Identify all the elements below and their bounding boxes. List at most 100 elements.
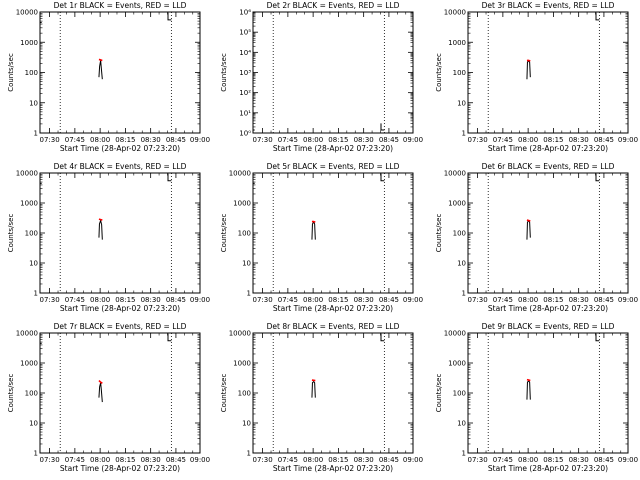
x-tick-label: 09:00 <box>403 296 423 304</box>
y-tick-label: 100 <box>453 230 466 238</box>
y-axis-label: Counts/sec <box>220 53 228 92</box>
chart-title: Det 1r BLACK = Events, RED = LLD <box>54 1 187 10</box>
x-tick-label: 07:30 <box>253 456 273 464</box>
chart-title: Det 3r BLACK = Events, RED = LLD <box>482 1 615 10</box>
y-tick-label: 100 <box>25 390 38 398</box>
y-tick-label: 1000 <box>448 360 466 368</box>
series-lld-burst <box>526 59 531 62</box>
y-tick-label: 1 <box>462 130 466 138</box>
series-events-start-segment <box>39 14 42 23</box>
series-events-burst <box>526 60 531 80</box>
series-events-start-segment <box>39 175 42 184</box>
series-lld-burst <box>526 219 531 222</box>
x-tick-label: 08:45 <box>379 296 399 304</box>
chart-title: Det 9r BLACK = Events, RED = LLD <box>482 322 615 331</box>
chart-title: Det 2r BLACK = Events, RED = LLD <box>267 1 400 10</box>
y-tick-label: 1 <box>34 130 38 138</box>
plot-frame <box>467 11 629 134</box>
y-axis-label: Counts/sec <box>435 214 443 253</box>
y-tick-label: 10³ <box>239 69 251 77</box>
x-tick-label: 07:30 <box>468 296 488 304</box>
y-tick-label: 1000 <box>20 39 38 47</box>
y-tick-label: 10 <box>29 420 38 428</box>
x-tick-label: 08:00 <box>90 296 110 304</box>
series-events-start-segment <box>39 335 42 344</box>
x-tick-label: 09:00 <box>190 456 210 464</box>
y-tick-label: 100 <box>25 230 38 238</box>
x-tick-label: 08:15 <box>115 456 135 464</box>
chart-panel-5: Det 5r BLACK = Events, RED = LLD 1 10 100 10… <box>220 162 423 313</box>
series-events-burst <box>98 382 103 403</box>
x-tick-label: 07:45 <box>278 456 298 464</box>
series-events-burst <box>98 60 103 80</box>
x-axis-label: Start Time (28-Apr-02 07:23:20) <box>60 464 180 473</box>
plot-frame <box>467 332 629 454</box>
chart-panel-6: Det 6r BLACK = Events, RED = LLD 1 10 100 10… <box>435 162 638 313</box>
x-tick-label: 08:00 <box>518 136 538 144</box>
chart-panel-7: Det 7r BLACK = Events, RED = LLD 1 10 100 10… <box>7 322 210 473</box>
x-tick-label: 08:00 <box>303 296 323 304</box>
series-lld-burst <box>98 218 103 221</box>
y-tick-label: 10 <box>457 420 466 428</box>
chart-panel-2: Det 2r BLACK = Events, RED = LLD 10⁰ 10¹ 10… <box>220 1 423 153</box>
y-tick-label: 1 <box>247 290 251 298</box>
series-lld-burst <box>98 379 103 384</box>
x-tick-label: 08:00 <box>518 296 538 304</box>
y-tick-label: 100 <box>453 69 466 77</box>
x-tick-label: 08:00 <box>303 456 323 464</box>
series-events-end-segment <box>380 333 385 342</box>
x-axis-label: Start Time (28-Apr-02 07:23:20) <box>273 304 393 313</box>
y-tick-label: 10000 <box>229 330 251 338</box>
x-tick-label: 08:30 <box>569 456 589 464</box>
y-tick-label: 1 <box>462 290 466 298</box>
x-axis-label: Start Time (28-Apr-02 07:23:20) <box>273 464 393 473</box>
y-tick-label: 1 <box>462 450 466 458</box>
x-tick-label: 07:30 <box>40 136 60 144</box>
y-axis-label: Counts/sec <box>220 374 228 413</box>
x-tick-label: 08:45 <box>594 136 614 144</box>
y-tick-label: 10000 <box>16 170 38 178</box>
plot-frame <box>252 172 414 294</box>
y-tick-label: 10⁰ <box>239 130 251 138</box>
x-tick-label: 09:00 <box>618 136 638 144</box>
series-events-end-segment <box>167 333 172 342</box>
y-tick-label: 10 <box>29 260 38 268</box>
x-tick-label: 08:30 <box>141 296 161 304</box>
y-tick-label: 100 <box>453 390 466 398</box>
chart-panel-8: Det 8r BLACK = Events, RED = LLD 1 10 100 10… <box>220 322 423 473</box>
x-tick-label: 08:15 <box>115 136 135 144</box>
y-tick-label: 100 <box>238 390 251 398</box>
x-tick-label: 08:45 <box>166 456 186 464</box>
y-tick-label: 1000 <box>233 360 251 368</box>
x-tick-label: 08:15 <box>543 456 563 464</box>
y-tick-label: 100 <box>238 230 251 238</box>
y-axis-label: Counts/sec <box>7 214 15 253</box>
x-tick-label: 08:45 <box>594 456 614 464</box>
y-tick-label: 10000 <box>16 9 38 17</box>
y-tick-label: 10¹ <box>239 109 251 117</box>
x-tick-label: 08:00 <box>90 456 110 464</box>
y-tick-label: 100 <box>25 69 38 77</box>
x-tick-label: 08:45 <box>594 296 614 304</box>
series-lld-burst <box>98 58 103 62</box>
y-tick-label: 1000 <box>20 360 38 368</box>
plot-frame <box>252 332 414 454</box>
series-events-end-segment <box>380 123 385 131</box>
x-tick-label: 08:15 <box>328 296 348 304</box>
x-tick-label: 08:00 <box>90 136 110 144</box>
chart-panel-4: Det 4r BLACK = Events, RED = LLD 1 10 100 10… <box>7 162 210 313</box>
x-tick-label: 09:00 <box>403 456 423 464</box>
series-events-end-segment <box>595 12 600 21</box>
x-tick-label: 07:45 <box>278 136 298 144</box>
plot-frame <box>39 172 201 294</box>
x-tick-label: 07:45 <box>278 296 298 304</box>
series-events-end-segment <box>167 173 172 182</box>
x-tick-label: 08:15 <box>328 456 348 464</box>
x-tick-label: 09:00 <box>618 296 638 304</box>
y-axis-label: Counts/sec <box>435 53 443 92</box>
chart-title: Det 5r BLACK = Events, RED = LLD <box>267 162 400 171</box>
x-tick-label: 07:45 <box>493 296 513 304</box>
y-tick-label: 10 <box>457 260 466 268</box>
x-axis-label: Start Time (28-Apr-02 07:23:20) <box>273 144 393 153</box>
